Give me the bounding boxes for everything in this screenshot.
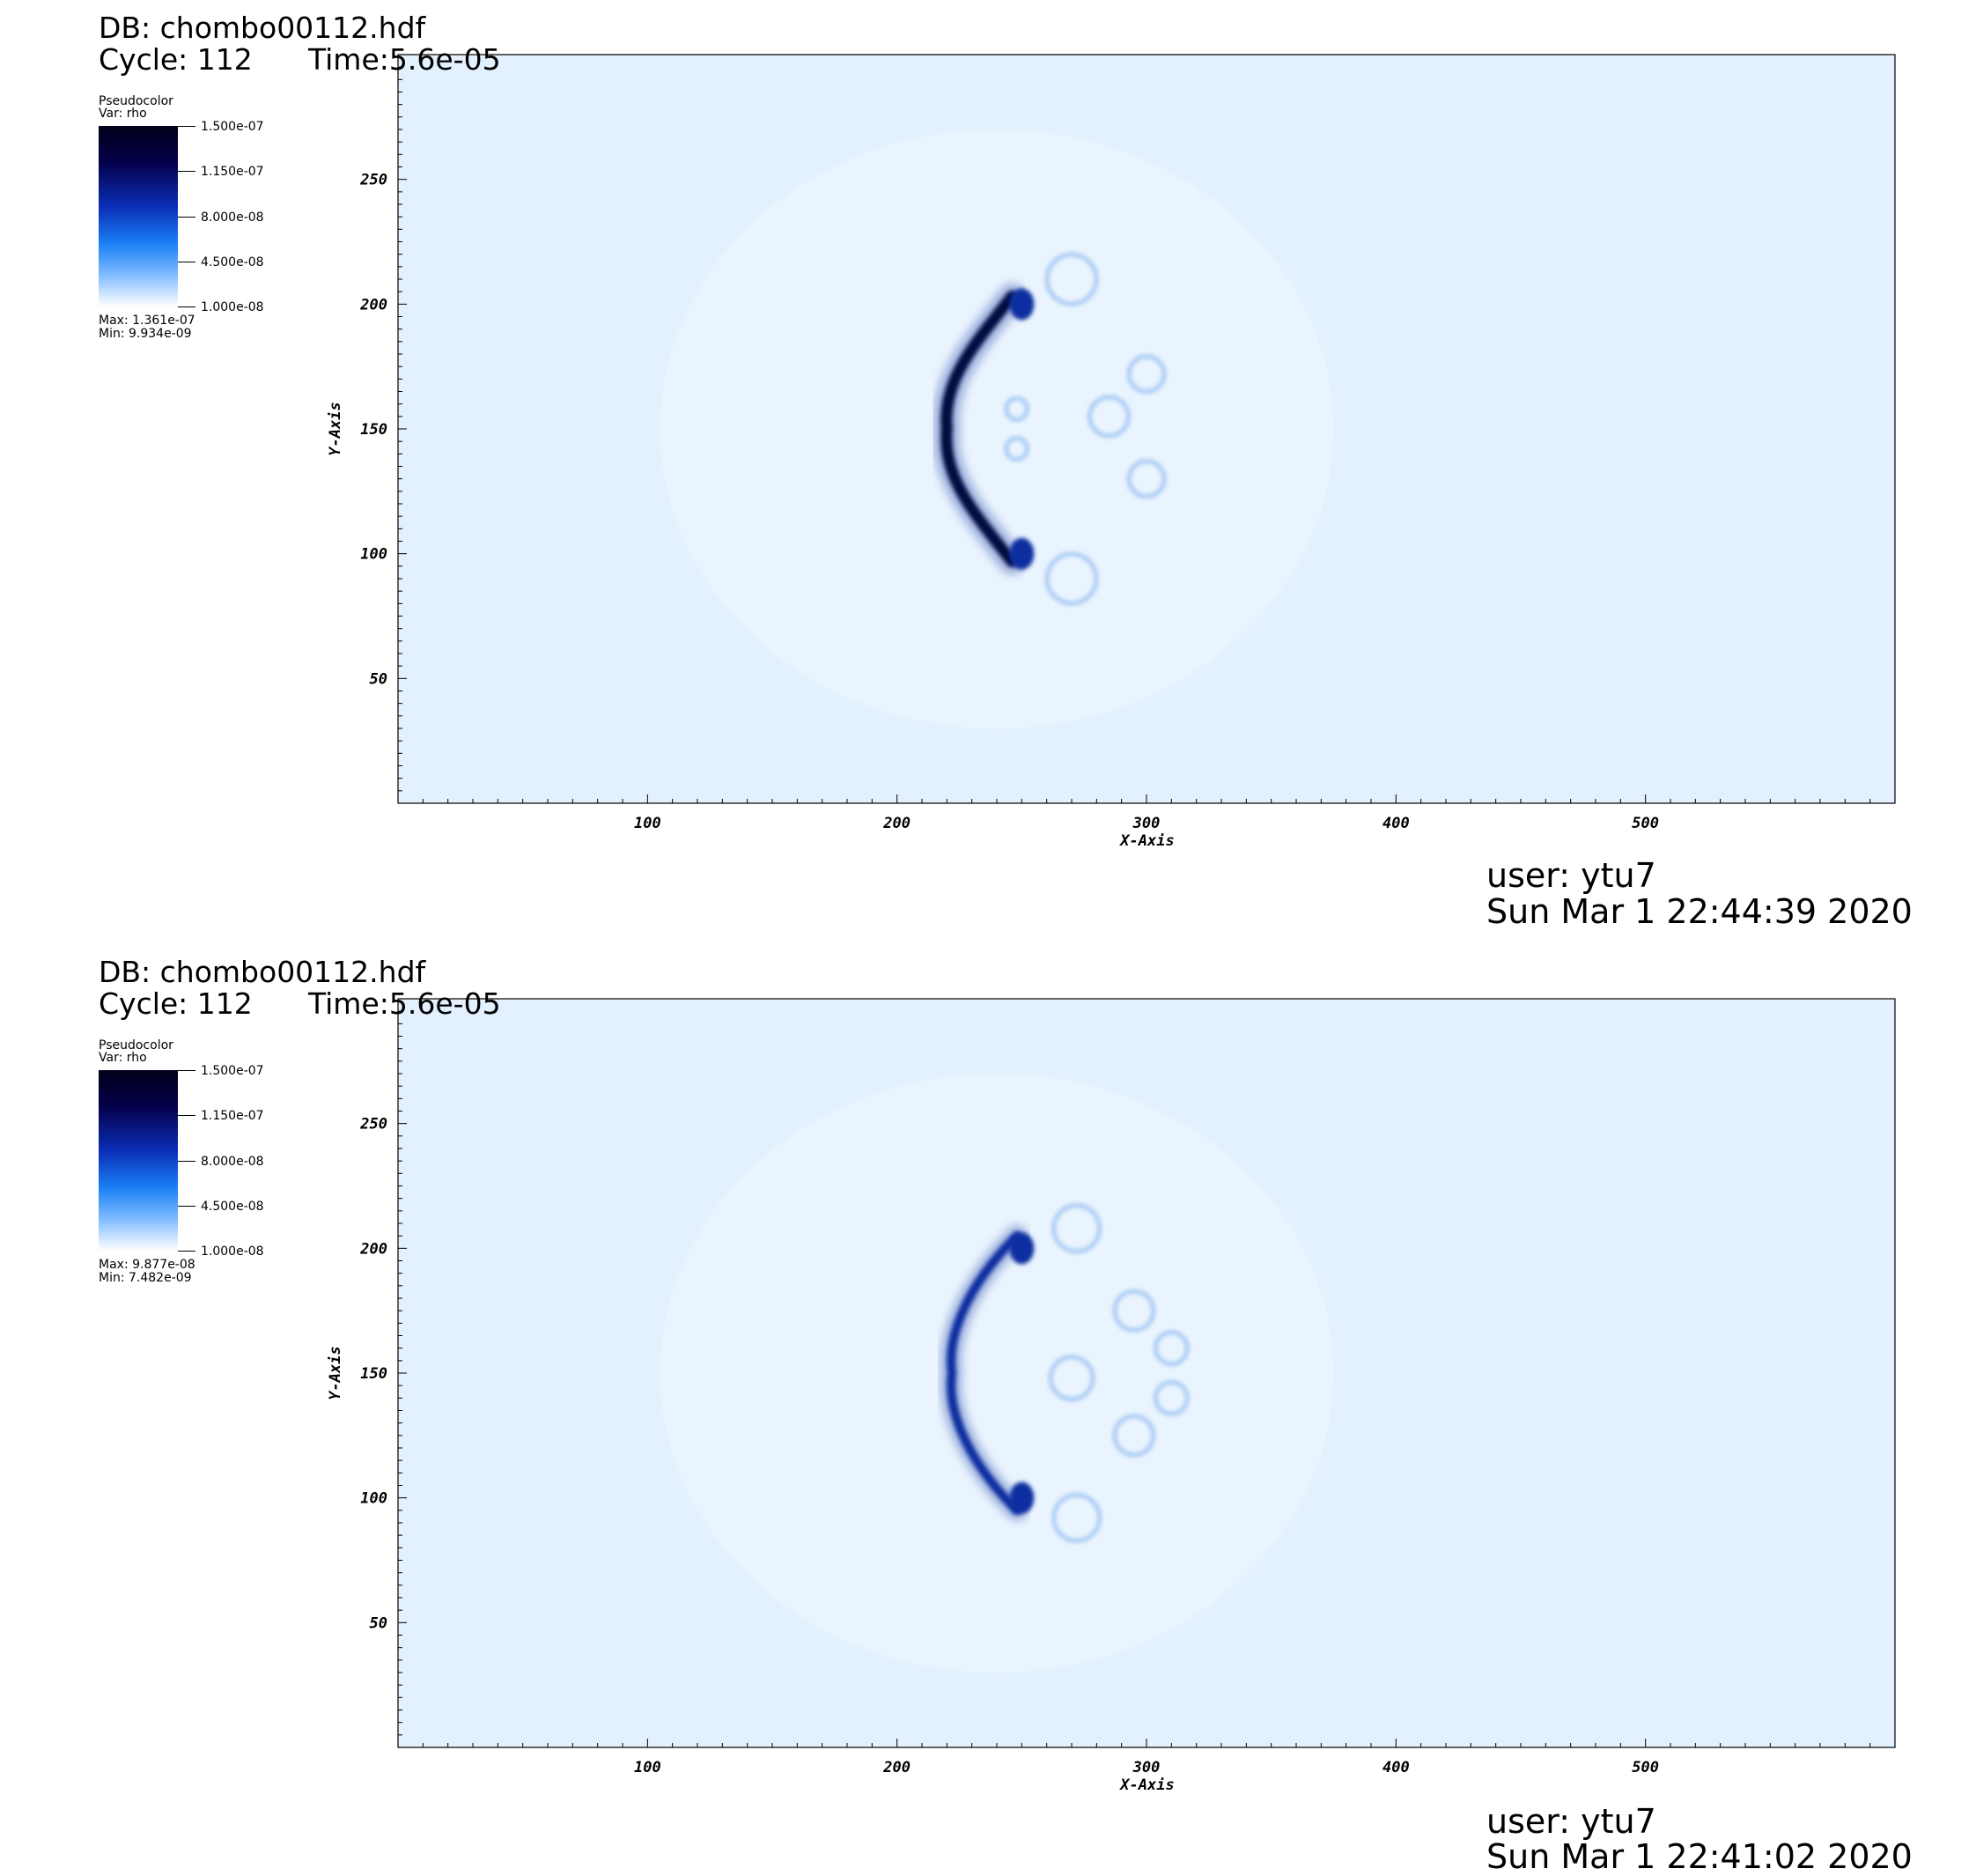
legend-max: Max: 9.877e-08 [99, 1258, 195, 1272]
database-label: DB: chombo00112.hdf [99, 11, 426, 45]
vortex-swirl [1004, 436, 1030, 462]
colorbar-tick-label: 1.000e-08 [201, 1245, 264, 1259]
colorbar-tick [178, 217, 195, 218]
x-tick-label: 400 [1382, 815, 1410, 832]
legend-title: Pseudocolor [99, 94, 173, 108]
vortex-swirl [1044, 252, 1099, 307]
shock-front [940, 291, 1018, 567]
colorbar-tick [178, 126, 195, 127]
y-tick-label: 150 [360, 1365, 387, 1383]
upper-knot [1009, 288, 1035, 321]
y-tick-label: 250 [359, 172, 387, 189]
y-axis-label: Y-Axis [327, 1346, 344, 1400]
upper-knot [1009, 1232, 1035, 1265]
x-tick-label: 500 [1632, 1759, 1659, 1776]
vortex-swirl [1004, 395, 1030, 422]
x-tick-label: 100 [634, 1759, 661, 1776]
colorbar-tick-label: 1.500e-07 [201, 120, 264, 134]
x-tick-label: 100 [634, 815, 661, 832]
user-label: user: ytu7 [1486, 856, 1656, 895]
y-tick-label: 200 [359, 296, 387, 314]
plot-area-1: 100 200 300 400 500 50 100 150 200 250 X-Axis Y-… [327, 54, 1896, 850]
legend-max: Max: 1.361e-07 [99, 314, 195, 328]
vortex-swirl [1051, 1492, 1102, 1543]
colorbar-tick-label: 4.500e-08 [201, 255, 264, 270]
y-tick-label: 100 [360, 1490, 387, 1508]
colorbar-tick-label: 1.150e-07 [201, 165, 264, 179]
colorbar-tick [178, 1115, 195, 1116]
x-tick-label: 300 [1132, 1759, 1161, 1776]
density-halo [660, 1074, 1334, 1673]
colorbar-tick [178, 1206, 195, 1207]
database-label: DB: chombo00112.hdf [99, 955, 426, 989]
vortex-swirl [1126, 459, 1167, 499]
colorbar-tick-label: 8.000e-08 [201, 1155, 264, 1169]
date-label: Sun Mar 1 22:41:02 2020 [1486, 1837, 1913, 1876]
shock-front [947, 1231, 1021, 1515]
density-field [660, 129, 1334, 728]
legend-variable: Var: rho [99, 1051, 147, 1065]
y-axis: 50 100 150 200 250 [359, 1010, 407, 1736]
legend-min: Min: 7.482e-09 [99, 1271, 192, 1285]
cycle-label: Cycle: 112 [99, 42, 253, 77]
colorbar-tick-label: 8.000e-08 [201, 210, 264, 225]
x-tick-label: 300 [1132, 815, 1161, 832]
y-tick-label: 100 [360, 546, 387, 564]
x-tick-label: 200 [882, 815, 911, 832]
time-label: Time:5.6e-05 [308, 42, 501, 77]
colorbar-tick [178, 1161, 195, 1162]
density-field [660, 1074, 1334, 1673]
time-label: Time:5.6e-05 [308, 986, 501, 1021]
legend-variable: Var: rho [99, 107, 147, 121]
y-tick-label: 50 [370, 670, 387, 688]
date-label: Sun Mar 1 22:44:39 2020 [1486, 892, 1913, 931]
colorbar-tick-label: 1.000e-08 [201, 300, 264, 314]
plot-area-2: 100 200 300 400 500 50 100 150 200 250 X-Axis Y-… [327, 998, 1896, 1794]
vortex-swirl [1112, 1289, 1156, 1333]
vortex-swirl [1126, 354, 1167, 395]
vortex-swirl [1112, 1414, 1156, 1458]
x-tick-label: 400 [1382, 1759, 1410, 1776]
y-tick-label: 200 [359, 1240, 387, 1258]
lower-knot [1009, 537, 1035, 570]
y-axis-label: Y-Axis [327, 402, 344, 455]
colorbar-tick [178, 1251, 195, 1252]
y-tick-label: 250 [359, 1116, 387, 1134]
vortex-swirl [1051, 1203, 1102, 1254]
colorbar-tick [178, 171, 195, 172]
plot-panel-1: 100 200 300 400 500 50 100 150 200 250 X-Axis Y-… [0, 0, 1976, 935]
user-label: user: ytu7 [1486, 1802, 1656, 1841]
colorbar-tick-label: 1.150e-07 [201, 1109, 264, 1123]
y-axis: 50 100 150 200 250 [359, 66, 407, 792]
colorbar-tick [178, 1070, 195, 1071]
y-tick-label: 150 [360, 421, 387, 439]
y-tick-label: 50 [370, 1614, 387, 1632]
colorbar-tick-label: 4.500e-08 [201, 1200, 264, 1214]
legend-min: Min: 9.934e-09 [99, 327, 192, 341]
vortex-swirl [1044, 551, 1099, 606]
legend-title: Pseudocolor [99, 1038, 173, 1052]
colorbar [99, 1070, 178, 1251]
density-halo [660, 129, 1334, 728]
lower-knot [1009, 1481, 1035, 1514]
x-axis-label: X-Axis [1118, 1776, 1174, 1794]
vortex-swirl [1088, 395, 1131, 439]
vortex-swirl [1153, 1330, 1190, 1367]
plot-panel-2: 100 200 300 400 500 50 100 150 200 250 X-Axis Y-… [0, 935, 1976, 1876]
cycle-label: Cycle: 112 [99, 986, 253, 1021]
colorbar [99, 126, 178, 307]
colorbar-tick-label: 1.500e-07 [201, 1064, 264, 1078]
vortex-swirl [1048, 1355, 1095, 1402]
x-tick-label: 500 [1632, 815, 1659, 832]
vortex-swirl [1153, 1379, 1190, 1416]
x-axis-label: X-Axis [1118, 832, 1174, 850]
x-tick-label: 200 [882, 1759, 911, 1776]
x-axis: 100 200 300 400 500 [422, 1739, 1871, 1776]
x-axis: 100 200 300 400 500 [422, 794, 1871, 832]
